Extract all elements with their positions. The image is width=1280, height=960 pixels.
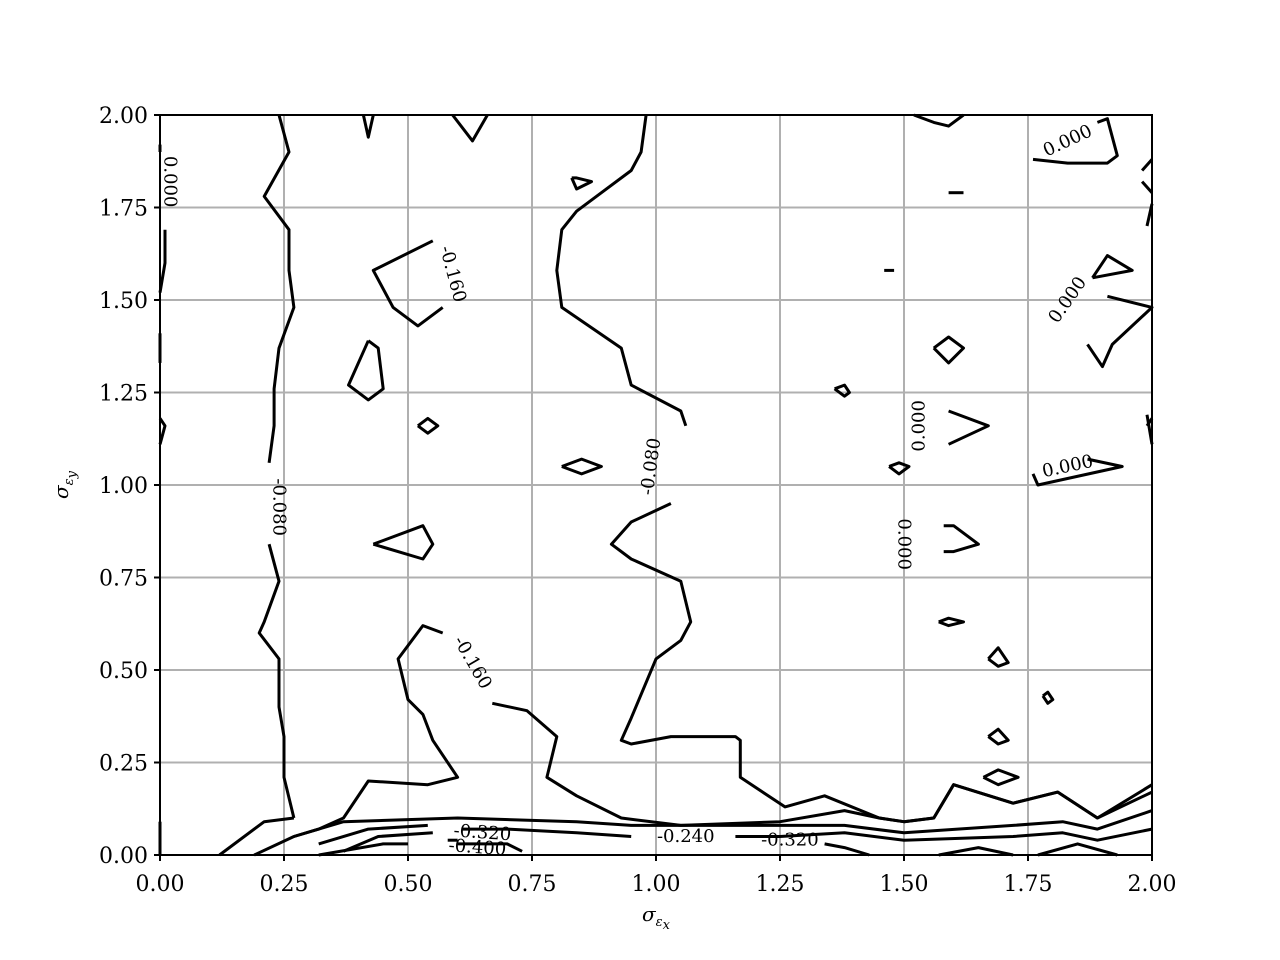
contour-line — [932, 335, 965, 365]
contour-line — [158, 229, 167, 293]
contour-labels: 0.000-0.080-0.160-0.160-0.080-0.320-0.40… — [159, 120, 1095, 860]
contour-line — [561, 457, 603, 476]
contour-label: 0.000 — [1040, 120, 1096, 161]
contour-line — [735, 827, 1153, 842]
contour-line — [293, 809, 1153, 838]
x-tick-label: 0.25 — [260, 872, 309, 897]
contour-label: 0.000 — [894, 518, 915, 570]
contour-label: -0.240 — [657, 826, 715, 847]
x-tick-label: 0.50 — [384, 872, 433, 897]
x-tick-label: 1.50 — [880, 872, 929, 897]
contour-line — [1086, 294, 1154, 369]
y-tick-label: 0.25 — [99, 752, 148, 777]
contour-label: -0.160 — [435, 244, 470, 305]
contour-line — [1140, 180, 1154, 194]
contour-line — [1031, 457, 1124, 487]
contour-line — [318, 842, 408, 857]
contour-line — [947, 409, 990, 446]
contour-label: -0.160 — [449, 632, 496, 692]
x-tick-label: 1.75 — [1004, 872, 1053, 897]
contour-line — [609, 502, 1153, 824]
x-tick-label: 1.00 — [632, 872, 681, 897]
x-tick-label: 2.00 — [1128, 872, 1177, 897]
contour-line — [938, 846, 1014, 857]
y-tick-label: 0.00 — [99, 844, 148, 869]
contour-line — [938, 616, 965, 628]
contour-label: -0.320 — [761, 830, 819, 851]
contour-line — [347, 339, 385, 402]
contour-line — [833, 383, 851, 398]
y-tick-label: 0.75 — [99, 567, 148, 592]
contour-line — [372, 524, 435, 561]
x-axis-label: σεx — [642, 902, 671, 933]
contour-line — [913, 113, 965, 128]
contour-label: -0.080 — [269, 478, 290, 536]
contour-label: -0.320 — [453, 820, 512, 845]
contour-line — [1037, 842, 1118, 857]
contour-line — [570, 176, 593, 191]
contour-line — [1032, 117, 1119, 165]
contour-line — [257, 543, 296, 819]
contour-line — [262, 114, 296, 464]
contour-line — [158, 417, 167, 445]
contour-line — [987, 727, 1010, 746]
y-tick-label: 1.25 — [99, 382, 148, 407]
contour-line — [888, 461, 911, 476]
contour-line — [491, 701, 1153, 827]
contour-line — [342, 831, 433, 853]
x-tick-label: 0.00 — [136, 872, 185, 897]
y-axis-label: σεy — [49, 470, 80, 499]
y-tick-label: 1.00 — [99, 474, 148, 499]
contour-label: -0.400 — [448, 835, 507, 860]
contour-lines — [158, 113, 1154, 857]
contour-line — [1140, 158, 1154, 172]
contour-line — [457, 842, 523, 853]
contour-line — [987, 646, 1010, 668]
y-axis-ticks: 0.00 0.25 0.50 0.75 1.00 1.25 1.50 1.75 2.00 — [99, 104, 160, 869]
y-tick-label: 1.75 — [99, 197, 148, 222]
contour-label: 0.000 — [908, 400, 929, 452]
contour-line — [361, 114, 375, 139]
y-tick-label: 1.50 — [99, 289, 148, 314]
x-axis-ticks: 0.00 0.25 0.50 0.75 1.00 1.25 1.50 1.75 2.00 — [136, 855, 1177, 897]
contour-line — [982, 768, 1020, 787]
contour-line — [1041, 690, 1055, 705]
y-tick-label: 0.50 — [99, 659, 148, 684]
contour-line — [417, 416, 440, 435]
contour-line — [824, 842, 870, 857]
y-tick-label: 2.00 — [99, 104, 148, 129]
contour-line — [451, 114, 489, 143]
contour-line — [555, 114, 688, 427]
contour-line — [943, 524, 980, 554]
contour-line — [462, 827, 632, 838]
x-tick-label: 0.75 — [508, 872, 557, 897]
contour-line — [371, 239, 444, 328]
contour-line — [218, 816, 295, 857]
x-tick-label: 1.25 — [756, 872, 805, 897]
contour-line — [1091, 254, 1134, 280]
contour-label: -0.080 — [637, 437, 666, 497]
contour-line — [318, 823, 428, 846]
contour-label: 0.000 — [159, 156, 180, 208]
